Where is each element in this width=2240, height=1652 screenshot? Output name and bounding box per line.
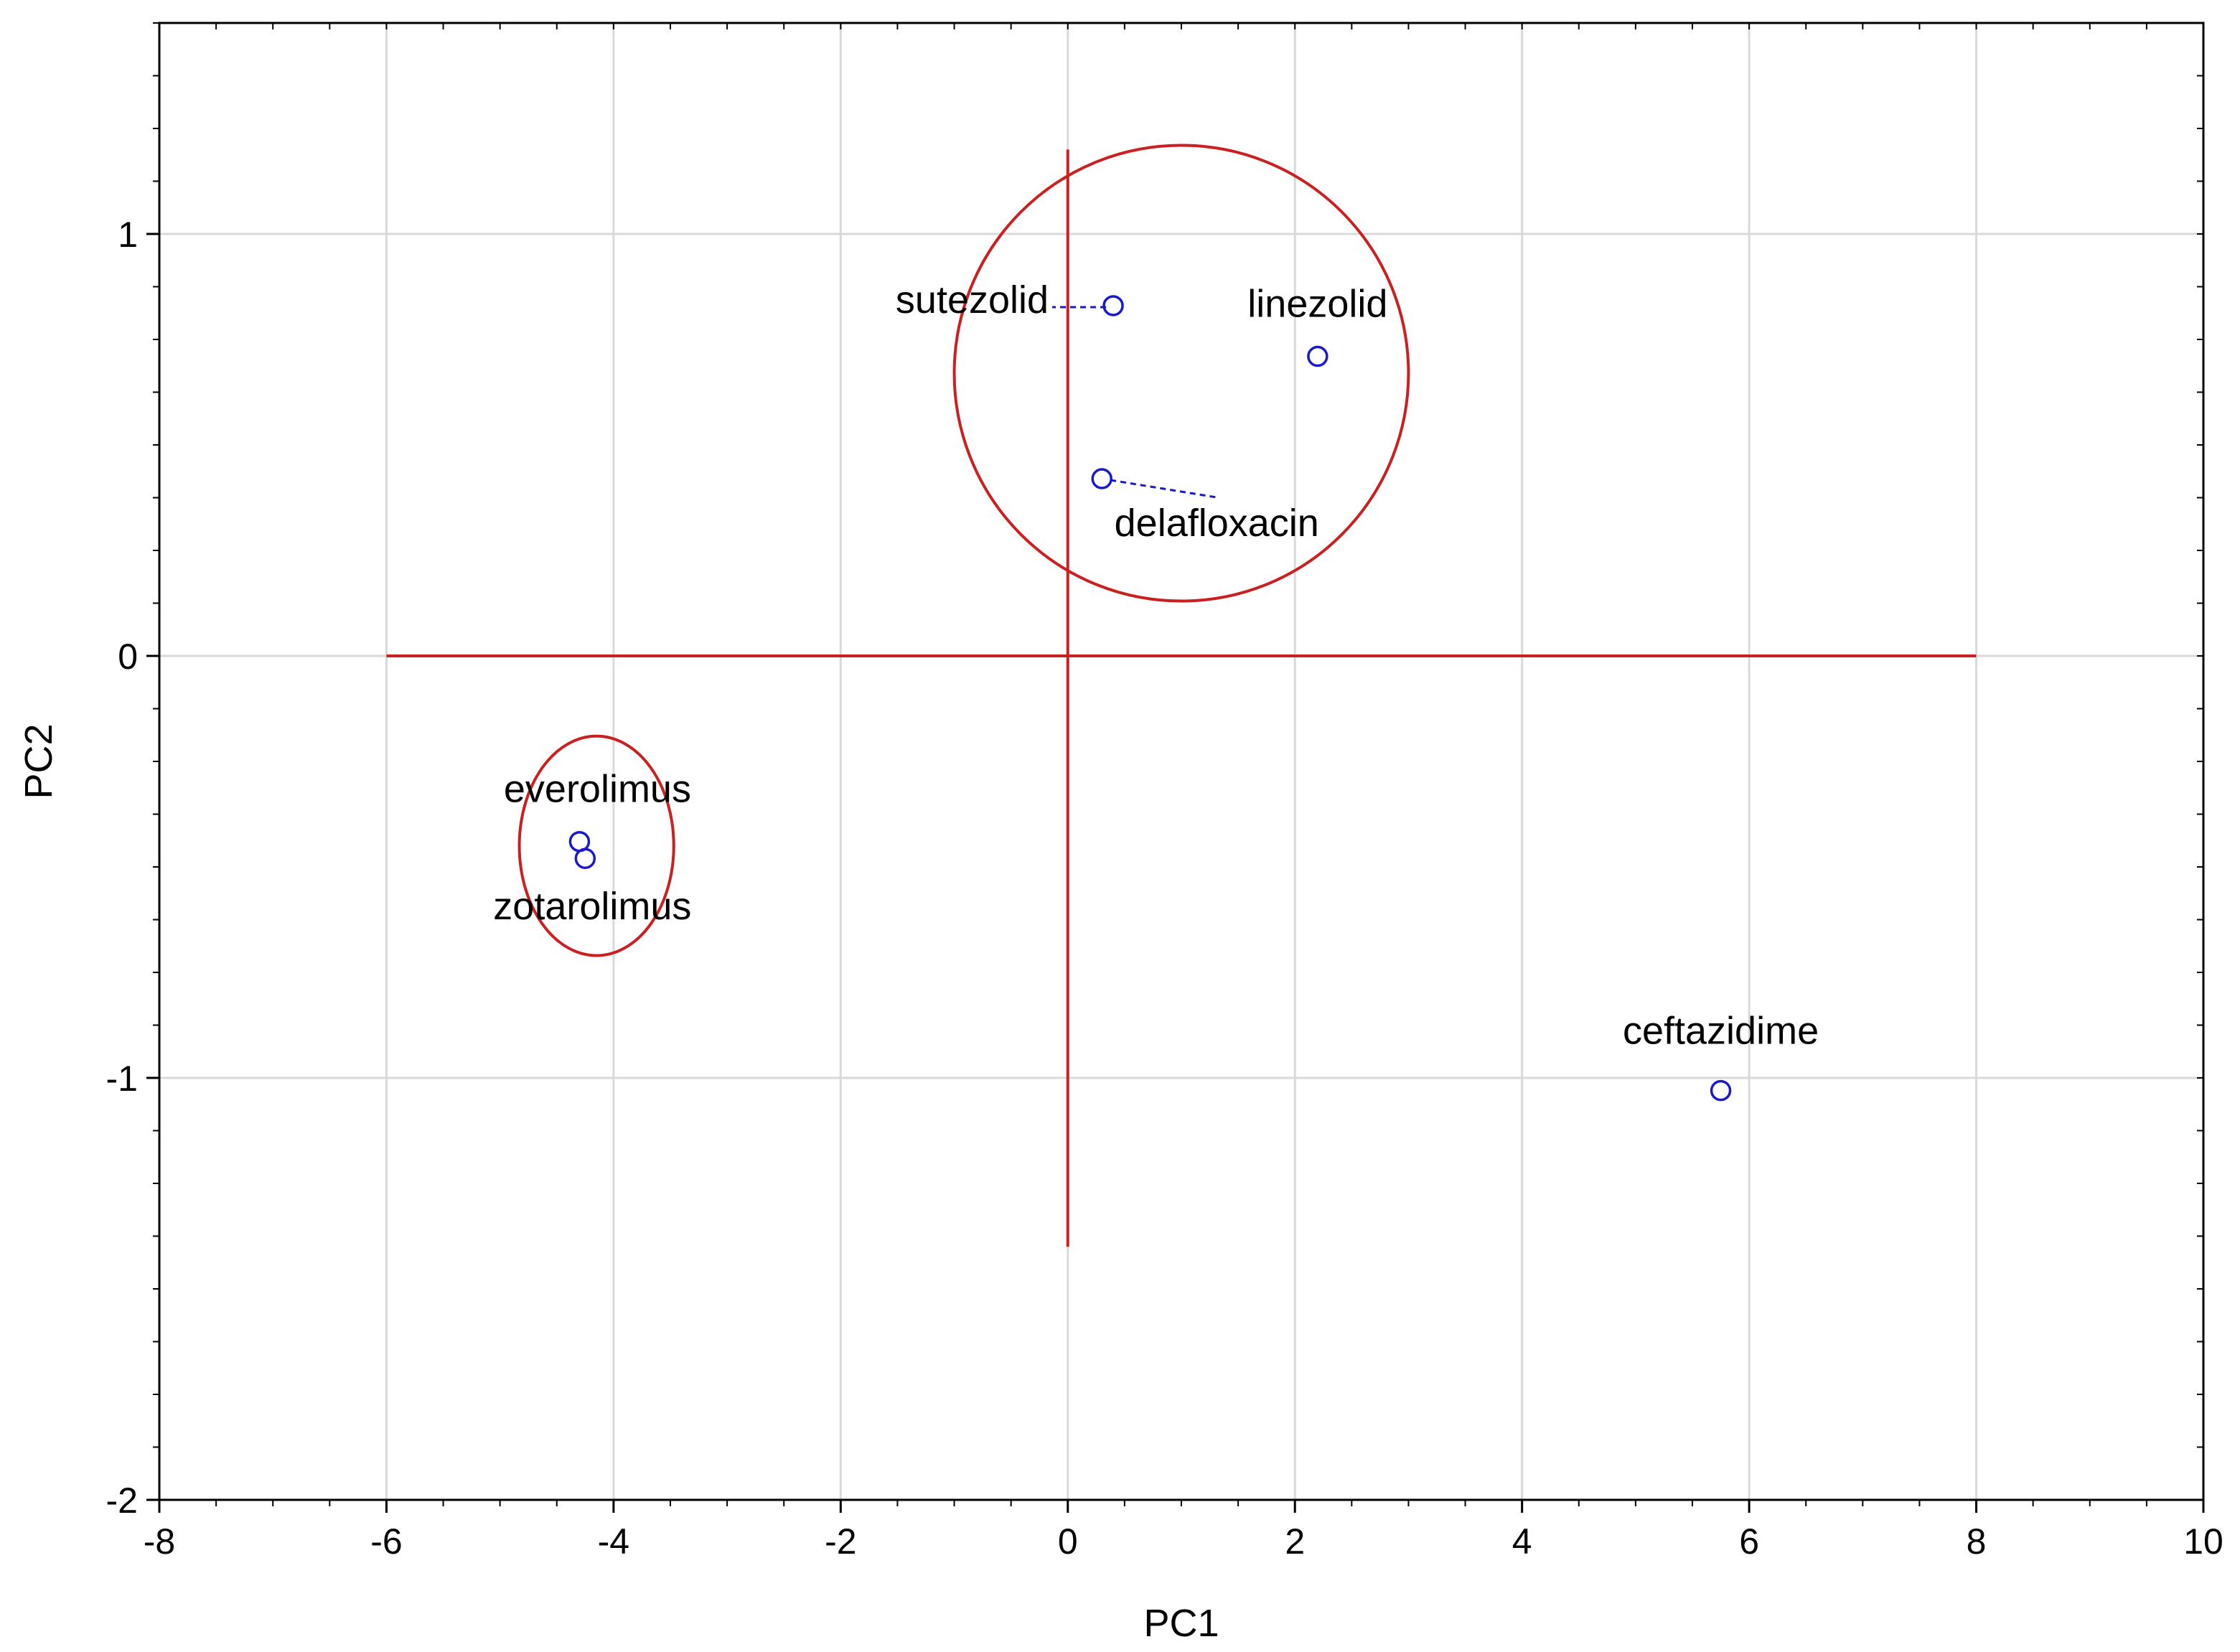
x-axis-title: PC1 [1143, 1602, 1219, 1645]
y-tick-label: 1 [118, 215, 138, 255]
x-tick-label: 0 [1058, 1521, 1078, 1562]
point-label-ceftazidime: ceftazidime [1623, 1010, 1819, 1053]
cluster-ellipse-2 [517, 734, 675, 957]
point-label-sutezolid: sutezolid [896, 278, 1049, 322]
point-label-delafloxacin: delafloxacin [1115, 502, 1319, 545]
x-tick-label: -2 [825, 1521, 856, 1562]
cluster-ellipses [517, 144, 1410, 957]
point-label-everolimus: everolimus [504, 768, 691, 811]
x-tick-label: 2 [1285, 1521, 1305, 1562]
connector-delafloxacin [1110, 479, 1217, 499]
y-axis-title: PC2 [17, 723, 60, 799]
data-points [568, 295, 1732, 1102]
x-tick-label: 6 [1739, 1521, 1759, 1562]
x-tick-label: 4 [1512, 1521, 1532, 1562]
point-linezolid [1307, 345, 1328, 367]
x-tick-labels: -8 -6 -4 -2 0 2 4 6 8 10 [144, 1521, 2223, 1562]
y-tick-label: 0 [118, 637, 138, 677]
y-tick-labels: -2 -1 0 1 [106, 215, 138, 1521]
point-labels: sutezolid linezolid delafloxacin everolimus… [493, 278, 1819, 1053]
x-tick-label: -4 [598, 1521, 629, 1562]
point-label-zotarolimus: zotarolimus [493, 885, 691, 928]
axis-ticks [146, 22, 2205, 1513]
reference-lines [386, 149, 1977, 1247]
y-tick-label: -1 [106, 1059, 138, 1099]
x-tick-label: -6 [370, 1521, 402, 1562]
point-delafloxacin [1091, 468, 1112, 489]
point-zotarolimus [574, 848, 596, 869]
point-label-linezolid: linezolid [1247, 283, 1387, 326]
x-tick-label: 8 [1967, 1521, 1987, 1562]
label-connectors [1052, 306, 1217, 499]
y-tick-label: -2 [106, 1480, 138, 1521]
cluster-ellipse-1 [952, 144, 1410, 603]
x-tick-label: -8 [144, 1521, 175, 1562]
point-sutezolid [1102, 295, 1124, 316]
x-tick-label: 10 [2183, 1521, 2223, 1562]
point-ceftazidime [1710, 1079, 1732, 1102]
